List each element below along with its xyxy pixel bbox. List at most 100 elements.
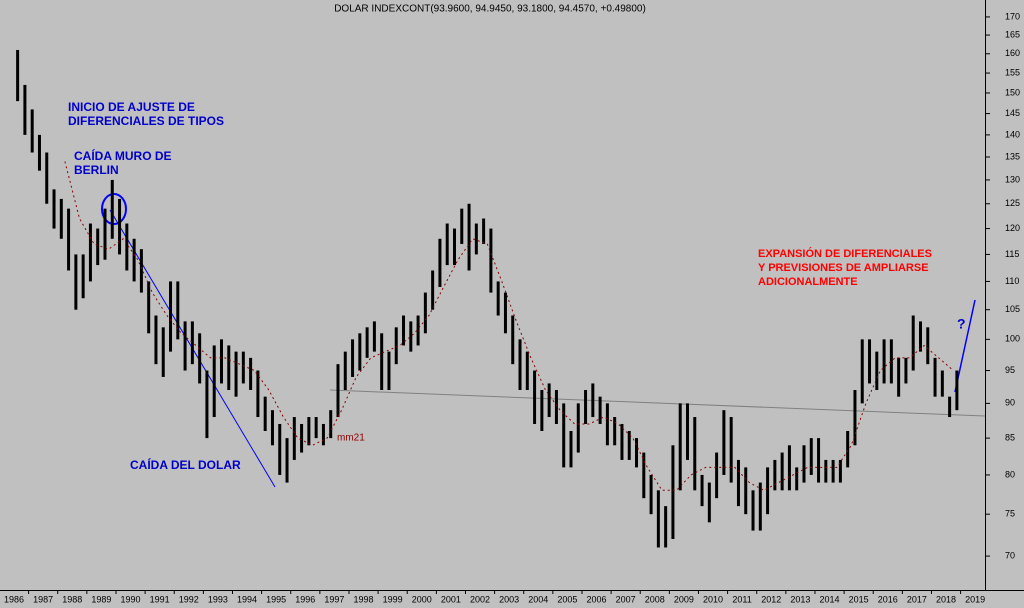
y-tick-label: 85 <box>1005 432 1015 442</box>
price-bar <box>700 474 704 507</box>
price-bar <box>161 327 165 377</box>
price-bar <box>656 490 660 548</box>
chart-title: DOLAR INDEXCONT(93.9600, 94.9450, 93.180… <box>334 4 646 15</box>
price-bar <box>635 438 639 468</box>
price-bar <box>147 281 151 334</box>
support-line <box>329 389 986 417</box>
price-bar <box>198 333 202 384</box>
price-bar <box>263 396 267 431</box>
x-tick-label: 1993 <box>208 594 228 604</box>
price-bar <box>715 452 719 499</box>
annotation: ADICIONALMENTE <box>758 276 858 288</box>
price-bar <box>474 223 478 255</box>
price-bar <box>110 179 114 239</box>
price-bar <box>241 351 245 384</box>
price-bar <box>74 254 78 310</box>
price-bar <box>467 203 471 271</box>
y-tick-label: 170 <box>1005 11 1020 21</box>
x-tick-label: 2013 <box>790 594 810 604</box>
price-bar <box>591 383 595 418</box>
price-bar <box>300 423 304 453</box>
price-bar <box>52 189 56 229</box>
price-bar <box>460 208 464 244</box>
y-tick-label: 80 <box>1005 469 1015 479</box>
price-bar <box>853 390 857 446</box>
x-tick-label: 1990 <box>120 594 140 604</box>
price-bar <box>729 417 733 483</box>
price-bar <box>96 228 100 266</box>
price-bar <box>190 321 194 365</box>
price-bar <box>918 321 922 352</box>
x-tick-label: 2011 <box>732 594 751 604</box>
price-bar <box>132 238 136 282</box>
price-bar <box>948 396 952 418</box>
price-bar <box>329 410 333 439</box>
price-bar <box>402 315 406 346</box>
price-bar <box>169 281 173 352</box>
price-bar <box>787 445 791 491</box>
x-tick-label: 1988 <box>62 594 82 604</box>
price-bar <box>547 383 551 418</box>
price-bar <box>933 357 937 397</box>
price-bar <box>118 198 122 255</box>
price-bar <box>671 445 675 539</box>
price-bar <box>824 459 828 483</box>
price-bar <box>45 152 49 204</box>
price-bar <box>664 506 668 548</box>
x-tick-label: 2001 <box>441 594 461 604</box>
y-tick-label: 110 <box>1005 276 1019 286</box>
y-tick-label: 145 <box>1005 108 1020 118</box>
x-tick-label: 2017 <box>907 594 927 604</box>
y-tick-label: 155 <box>1005 67 1020 77</box>
price-bar <box>423 292 427 334</box>
price-bar <box>955 370 959 411</box>
price-bar <box>270 410 274 446</box>
price-bar <box>336 364 340 418</box>
price-bar <box>831 459 835 483</box>
price-bar <box>904 357 908 384</box>
price-bar <box>758 482 762 531</box>
highlight-circle <box>101 193 127 225</box>
x-tick-label: 1992 <box>179 594 199 604</box>
price-bar <box>809 438 813 475</box>
price-bar <box>321 423 325 446</box>
price-bar <box>540 390 544 431</box>
price-bar <box>649 474 653 515</box>
y-tick-label: 125 <box>1005 198 1020 208</box>
y-tick-label: 135 <box>1005 151 1020 161</box>
price-bar <box>584 390 588 424</box>
x-tick-label: 2002 <box>470 594 490 604</box>
price-bar <box>30 109 34 153</box>
annotation: ? <box>957 316 966 332</box>
price-bar <box>518 339 522 391</box>
price-bar <box>438 238 442 287</box>
annotation: INICIO DE AJUSTE DE <box>68 100 195 114</box>
price-bar <box>416 315 420 346</box>
price-bar <box>598 396 602 424</box>
price-bar <box>940 370 944 397</box>
price-bar <box>387 351 391 391</box>
price-bar <box>911 315 915 371</box>
price-bar <box>183 321 187 371</box>
x-tick-label: 2014 <box>819 594 839 604</box>
price-bar <box>533 370 537 424</box>
price-bar <box>431 270 435 310</box>
price-bar <box>176 281 180 340</box>
x-tick-label: 1997 <box>324 594 344 604</box>
price-bar <box>358 333 362 371</box>
price-bar <box>605 403 609 446</box>
price-bar <box>897 357 901 397</box>
price-bar <box>314 417 318 439</box>
x-tick-label: 2016 <box>878 594 898 604</box>
price-bar <box>307 417 311 446</box>
annotation: BERLIN <box>74 163 119 177</box>
price-bar <box>365 327 369 358</box>
price-bar <box>16 49 20 102</box>
x-tick-label: 2003 <box>499 594 519 604</box>
price-bar <box>846 430 850 468</box>
annotation: Y PREVISIONES DE AMPLIARSE <box>758 262 929 274</box>
price-bar <box>889 339 893 384</box>
price-bar <box>482 218 486 244</box>
price-bar <box>23 84 27 135</box>
